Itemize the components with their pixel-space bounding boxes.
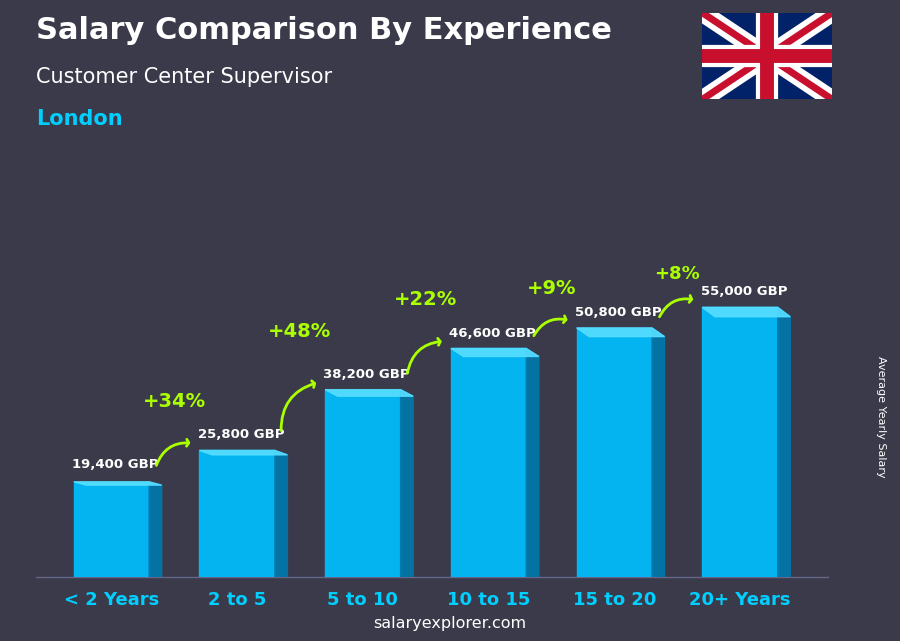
Polygon shape [451,349,539,356]
Text: 46,600 GBP: 46,600 GBP [449,327,536,340]
Text: +9%: +9% [526,279,576,299]
Bar [451,349,526,577]
Text: salaryexplorer.com: salaryexplorer.com [374,617,526,631]
Polygon shape [200,451,287,455]
Bar [325,390,400,577]
Polygon shape [149,482,162,578]
Text: 19,400 GBP: 19,400 GBP [72,458,158,471]
Text: 50,800 GBP: 50,800 GBP [575,306,662,319]
Polygon shape [400,390,413,578]
Polygon shape [325,390,413,396]
Text: +8%: +8% [654,265,700,283]
Polygon shape [577,328,664,337]
Text: +48%: +48% [268,322,331,340]
Text: Salary Comparison By Experience: Salary Comparison By Experience [36,16,612,45]
Polygon shape [652,328,664,579]
Polygon shape [702,307,790,317]
Bar [200,451,274,577]
Text: London: London [36,109,122,129]
Text: +22%: +22% [394,290,457,309]
Bar [74,482,149,577]
Text: 25,800 GBP: 25,800 GBP [198,428,284,440]
Bar [577,328,652,577]
Polygon shape [274,451,287,578]
Text: 55,000 GBP: 55,000 GBP [700,285,787,299]
Text: 38,200 GBP: 38,200 GBP [323,368,410,381]
Bar [702,307,778,577]
Text: Customer Center Supervisor: Customer Center Supervisor [36,67,332,87]
Polygon shape [526,349,539,578]
Polygon shape [74,482,162,485]
Text: Average Yearly Salary: Average Yearly Salary [877,356,886,478]
Polygon shape [778,307,790,579]
Text: +34%: +34% [143,392,206,412]
